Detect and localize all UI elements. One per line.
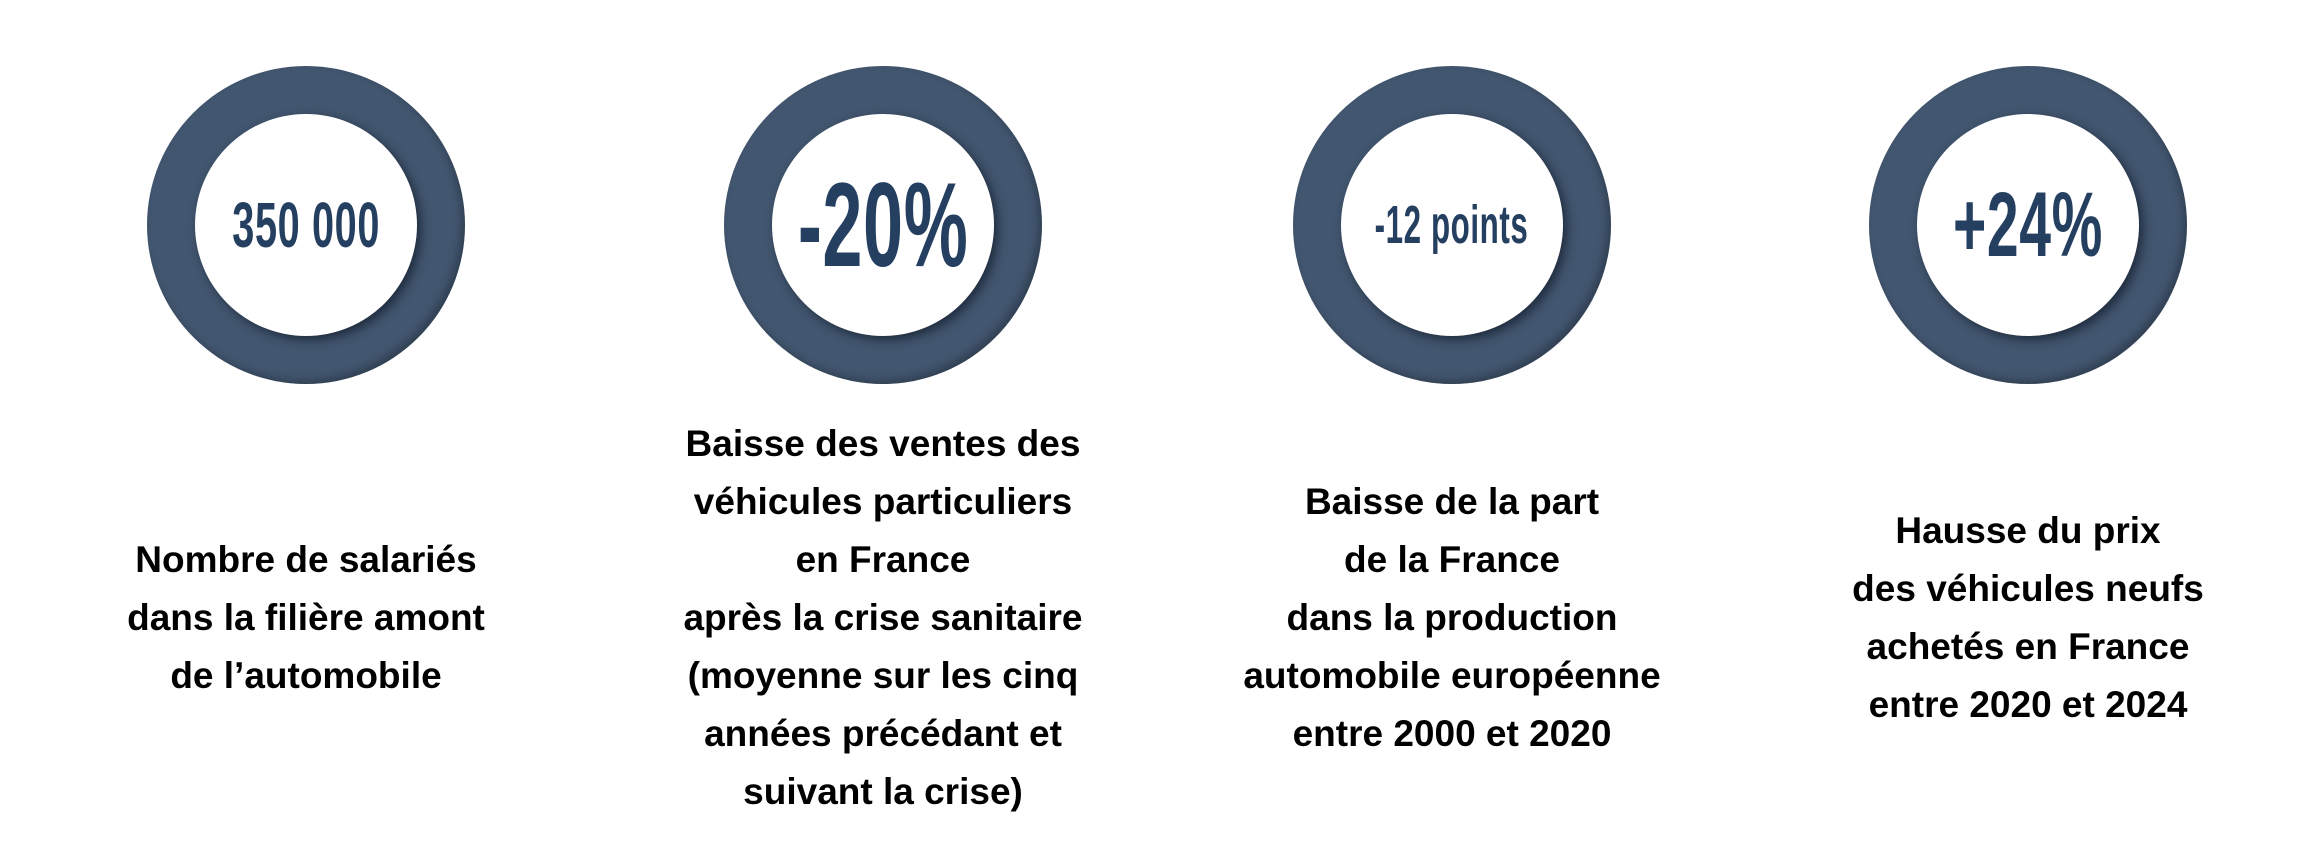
description-line: après la crise sanitaire xyxy=(683,597,1083,638)
stat-value: -20% xyxy=(797,158,969,292)
description-line: Baisse de la part xyxy=(1304,481,1600,522)
ring-badge: +24% xyxy=(1869,66,2187,384)
stat-value: -12 points xyxy=(1375,195,1529,255)
description-line: de l’automobile xyxy=(170,655,442,696)
description-line: de la France xyxy=(1344,539,1560,580)
ring-badge: -12 points xyxy=(1293,66,1611,384)
stat-description: Nombre de salariés dans la filière amont… xyxy=(26,531,586,705)
stat-value: +24% xyxy=(1953,173,2103,276)
description-line: véhicules particuliers xyxy=(693,481,1073,522)
stat-sales-drop: -20% Baisse des ventes des véhicules par… xyxy=(603,0,1163,858)
description-line: Hausse du prix xyxy=(1895,510,2161,551)
description-line: des véhicules neufs xyxy=(1852,568,2204,609)
description-line: Nombre de salariés xyxy=(135,539,477,580)
stat-production-share: -12 points Baisse de la part de la Franc… xyxy=(1172,0,1732,858)
description-line: achetés en France xyxy=(1866,626,2190,667)
description-line: dans la production xyxy=(1286,597,1618,638)
ring-badge: 350 000 xyxy=(147,66,465,384)
stat-description: Baisse de la part de la France dans la p… xyxy=(1172,473,1732,763)
ring-badge: -20% xyxy=(724,66,1042,384)
description-line: entre 2000 et 2020 xyxy=(1292,713,1612,754)
description-line: en France xyxy=(795,539,971,580)
description-line: années précédant et xyxy=(704,713,1062,754)
description-line: Baisse des ventes des xyxy=(685,423,1081,464)
description-line: entre 2020 et 2024 xyxy=(1868,684,2188,725)
description-line: automobile européenne xyxy=(1243,655,1661,696)
stat-salaries: 350 000 Nombre de salariés dans la filiè… xyxy=(26,0,586,858)
stat-description: Baisse des ventes des véhicules particul… xyxy=(603,415,1163,821)
description-line: dans la filière amont xyxy=(127,597,485,638)
description-line: suivant la crise) xyxy=(743,771,1023,812)
description-line: (moyenne sur les cinq xyxy=(687,655,1079,696)
stat-value: 350 000 xyxy=(232,189,380,261)
stat-description: Hausse du prix des véhicules neufs achet… xyxy=(1748,502,2308,734)
stat-price-rise: +24% Hausse du prix des véhicules neufs … xyxy=(1748,0,2308,858)
